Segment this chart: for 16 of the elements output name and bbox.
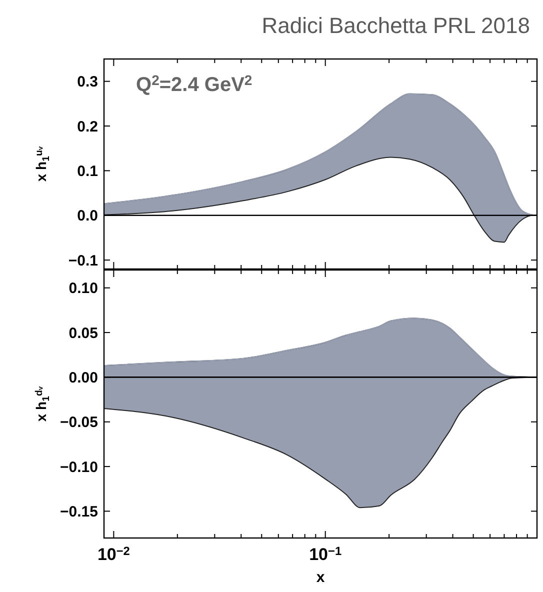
- y-tick-label: 0.00: [68, 369, 98, 386]
- x-tick-label: 10$^{−2}$: [97, 544, 130, 564]
- x-axis-title: x: [316, 569, 326, 586]
- y-tick-label: 0.05: [68, 324, 98, 342]
- annotation: Q$^{2}$=2.4 GeV$^{2}$: [136, 72, 252, 96]
- y-tick-label: 0.3: [77, 74, 98, 91]
- y-tick-label: 0.0: [77, 208, 98, 225]
- chart-title: Radici Bacchetta PRL 2018: [262, 13, 530, 38]
- y-tick-label: 0.10: [68, 280, 98, 298]
- y-tick-label: −0.10: [60, 458, 98, 476]
- y-tick-label: −0.15: [60, 503, 98, 520]
- x-tick-label: 10$^{−1}$: [309, 544, 342, 564]
- y-tick-label: −0.05: [60, 414, 98, 432]
- y-tick-label: −0.1: [68, 252, 98, 270]
- y-tick-label: 0.2: [77, 118, 98, 136]
- y-tick-label: 0.1: [77, 162, 98, 180]
